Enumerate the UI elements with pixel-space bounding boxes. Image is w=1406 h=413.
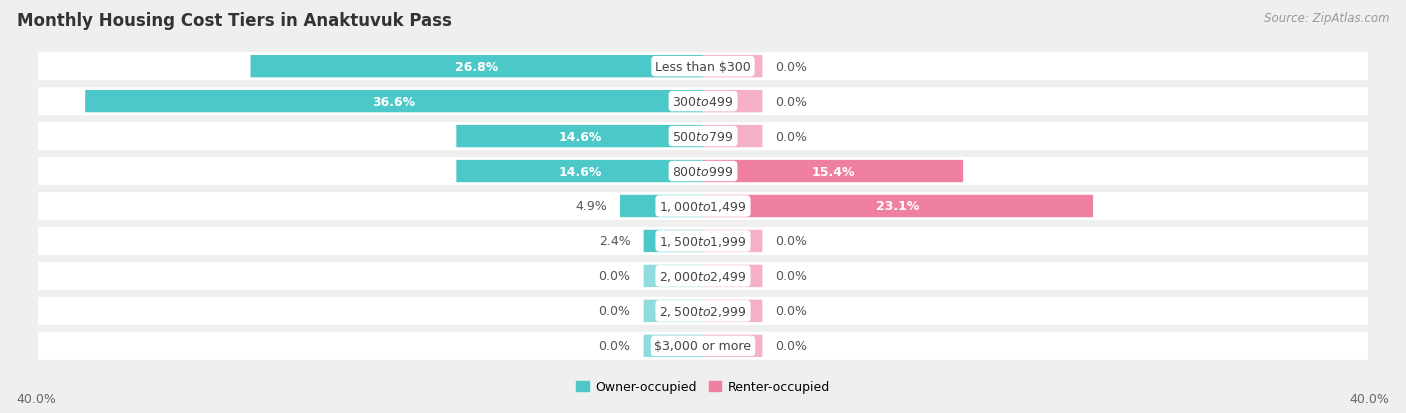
Text: 26.8%: 26.8% <box>456 61 499 74</box>
Text: 4.9%: 4.9% <box>575 200 607 213</box>
Text: 36.6%: 36.6% <box>373 95 416 108</box>
FancyBboxPatch shape <box>644 300 703 322</box>
Legend: Owner-occupied, Renter-occupied: Owner-occupied, Renter-occupied <box>571 375 835 398</box>
Text: 0.0%: 0.0% <box>776 339 807 352</box>
Text: 0.0%: 0.0% <box>599 270 630 283</box>
FancyBboxPatch shape <box>644 230 703 252</box>
FancyBboxPatch shape <box>644 335 703 357</box>
Text: Monthly Housing Cost Tiers in Anaktuvuk Pass: Monthly Housing Cost Tiers in Anaktuvuk … <box>17 12 451 30</box>
Text: 0.0%: 0.0% <box>776 130 807 143</box>
Text: $1,000 to $1,499: $1,000 to $1,499 <box>659 199 747 214</box>
FancyBboxPatch shape <box>38 297 1368 325</box>
FancyBboxPatch shape <box>38 192 1368 221</box>
Text: 14.6%: 14.6% <box>558 130 602 143</box>
FancyBboxPatch shape <box>644 265 703 287</box>
Text: $2,000 to $2,499: $2,000 to $2,499 <box>659 269 747 283</box>
Text: Less than $300: Less than $300 <box>655 61 751 74</box>
Text: 14.6%: 14.6% <box>558 165 602 178</box>
Text: $1,500 to $1,999: $1,500 to $1,999 <box>659 235 747 248</box>
FancyBboxPatch shape <box>457 126 703 148</box>
Text: 0.0%: 0.0% <box>776 61 807 74</box>
FancyBboxPatch shape <box>620 195 703 218</box>
FancyBboxPatch shape <box>703 230 762 252</box>
FancyBboxPatch shape <box>703 265 762 287</box>
Text: 0.0%: 0.0% <box>776 235 807 248</box>
FancyBboxPatch shape <box>457 161 703 183</box>
Text: $500 to $799: $500 to $799 <box>672 130 734 143</box>
Text: 0.0%: 0.0% <box>776 95 807 108</box>
FancyBboxPatch shape <box>86 91 703 113</box>
FancyBboxPatch shape <box>703 91 762 113</box>
Text: 23.1%: 23.1% <box>876 200 920 213</box>
FancyBboxPatch shape <box>703 195 1092 218</box>
FancyBboxPatch shape <box>703 161 963 183</box>
FancyBboxPatch shape <box>38 53 1368 81</box>
Text: Source: ZipAtlas.com: Source: ZipAtlas.com <box>1264 12 1389 25</box>
FancyBboxPatch shape <box>38 228 1368 255</box>
Text: $3,000 or more: $3,000 or more <box>655 339 751 352</box>
Text: 40.0%: 40.0% <box>17 392 56 405</box>
FancyBboxPatch shape <box>38 158 1368 185</box>
Text: 15.4%: 15.4% <box>811 165 855 178</box>
FancyBboxPatch shape <box>38 88 1368 116</box>
Text: 0.0%: 0.0% <box>776 270 807 283</box>
FancyBboxPatch shape <box>250 56 703 78</box>
FancyBboxPatch shape <box>38 332 1368 360</box>
FancyBboxPatch shape <box>703 300 762 322</box>
Text: $2,500 to $2,999: $2,500 to $2,999 <box>659 304 747 318</box>
Text: $300 to $499: $300 to $499 <box>672 95 734 108</box>
FancyBboxPatch shape <box>38 123 1368 151</box>
Text: 0.0%: 0.0% <box>599 305 630 318</box>
FancyBboxPatch shape <box>38 262 1368 290</box>
Text: 40.0%: 40.0% <box>1350 392 1389 405</box>
Text: $800 to $999: $800 to $999 <box>672 165 734 178</box>
FancyBboxPatch shape <box>703 56 762 78</box>
FancyBboxPatch shape <box>703 335 762 357</box>
FancyBboxPatch shape <box>703 126 762 148</box>
Text: 0.0%: 0.0% <box>776 305 807 318</box>
Text: 2.4%: 2.4% <box>599 235 630 248</box>
Text: 0.0%: 0.0% <box>599 339 630 352</box>
